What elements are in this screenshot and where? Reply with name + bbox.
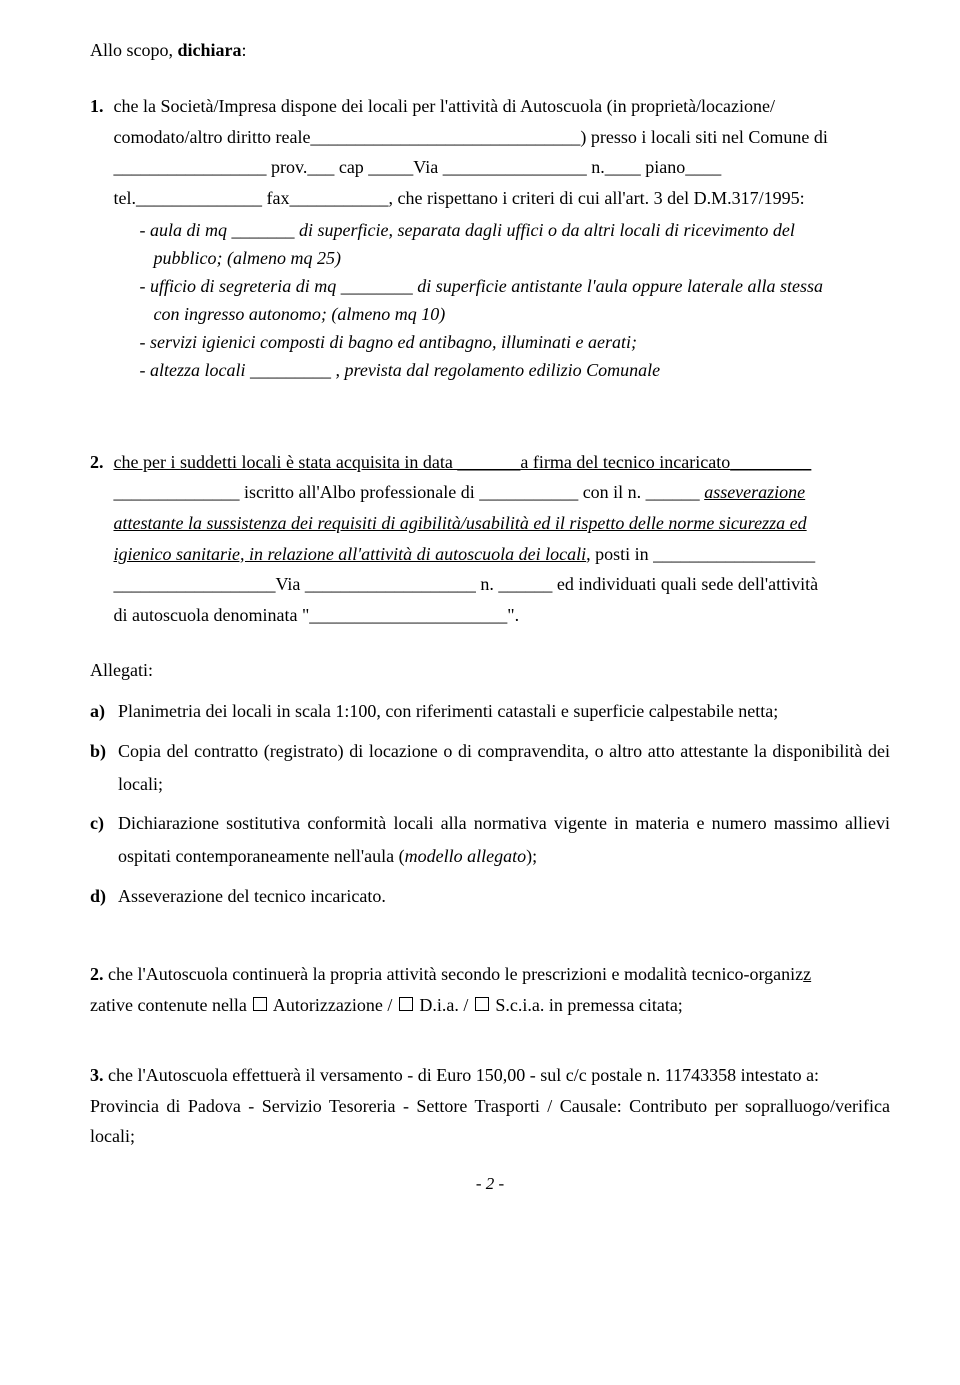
allegato-c-i: modello allegato xyxy=(405,846,526,866)
item-2: 2. che per i suddetti locali è stata acq… xyxy=(90,447,890,631)
checkbox-autorizzazione[interactable] xyxy=(253,997,267,1011)
item3-l1: che l'Autoscuola effettuerà il versament… xyxy=(108,1065,819,1085)
item1-line4: tel.______________ fax___________, che r… xyxy=(114,188,805,208)
item-2b-number: 2. xyxy=(90,964,104,984)
item2b-l1: che l'Autoscuola continuerà la propria a… xyxy=(108,964,803,984)
item1-line1: che la Società/Impresa dispone dei local… xyxy=(114,96,776,116)
allegato-b-label: b) xyxy=(90,735,118,802)
item2b-opt3: S.c.i.a. in premessa citata; xyxy=(491,995,683,1015)
item2b-l2a: zative contenute nella xyxy=(90,995,251,1015)
allegato-d-text: Asseverazione del tecnico incaricato. xyxy=(118,880,890,913)
crit-ufficio-b: con ingresso autonomo; (almeno mq 10) xyxy=(154,301,891,329)
crit-aula-b: pubblico; (almeno mq 25) xyxy=(154,245,891,273)
checkbox-scia[interactable] xyxy=(475,997,489,1011)
allegato-a-text: Planimetria dei locali in scala 1:100, c… xyxy=(118,695,890,728)
checkbox-dia[interactable] xyxy=(399,997,413,1011)
allegato-d-label: d) xyxy=(90,880,118,913)
document-page: Allo scopo, dichiara: 1. che la Società/… xyxy=(0,0,960,1385)
item2-l1b: a firma del tecnico incaricato xyxy=(520,452,730,472)
item2-l3: attestante la sussistenza dei requisiti … xyxy=(114,513,807,533)
intro-line: Allo scopo, dichiara: xyxy=(90,40,890,61)
item1-line3: _________________ prov.___ cap _____Via … xyxy=(114,157,722,177)
item2b-opt1: Autorizzazione / xyxy=(269,995,396,1015)
item1-line2: comodato/altro diritto reale____________… xyxy=(114,127,828,147)
item2-l4b: , posti in __________________ xyxy=(586,544,815,564)
crit-ufficio-a: - ufficio di segreteria di mq ________ d… xyxy=(140,273,891,301)
allegati-heading: Allegati: xyxy=(90,660,890,681)
item-1: 1. che la Società/Impresa dispone dei lo… xyxy=(90,91,890,385)
item1-criteria: - aula di mq _______ di superficie, sepa… xyxy=(140,217,891,384)
intro-prefix: Allo scopo, xyxy=(90,40,178,60)
page-number: - 2 - xyxy=(90,1174,890,1194)
allegato-a: a) Planimetria dei locali in scala 1:100… xyxy=(90,695,890,728)
item2-l2a: ______________ iscritto all'Albo profess… xyxy=(114,482,705,502)
allegati-list: a) Planimetria dei locali in scala 1:100… xyxy=(90,695,890,913)
item-3-number: 3. xyxy=(90,1065,104,1085)
item2-asseverazione: asseverazione xyxy=(704,482,805,502)
item-3: 3. che l'Autoscuola effettuerà il versam… xyxy=(90,1060,890,1152)
allegato-b: b) Copia del contratto (registrato) di l… xyxy=(90,735,890,802)
item-2-number: 2. xyxy=(90,447,104,631)
crit-aula-a: - aula di mq _______ di superficie, sepa… xyxy=(140,217,891,245)
crit-altezza: - altezza locali _________ , prevista da… xyxy=(140,357,891,385)
item2-l4: igienico sanitarie, in relazione all'att… xyxy=(114,544,587,564)
item2b-opt2: D.i.a. / xyxy=(415,995,473,1015)
item2-l1a: che per i suddetti locali è stata acquis… xyxy=(114,452,521,472)
intro-bold: dichiara xyxy=(178,40,242,60)
item-2b: 2. che l'Autoscuola continuerà la propri… xyxy=(90,959,890,1020)
allegato-b-text: Copia del contratto (registrato) di loca… xyxy=(118,735,890,802)
item3-l2: Provincia di Padova - Servizio Tesoreria… xyxy=(90,1096,890,1147)
allegato-c: c) Dichiarazione sostitutiva conformità … xyxy=(90,807,890,874)
item2-l5: __________________Via __________________… xyxy=(114,574,819,594)
allegato-c-b: ); xyxy=(526,846,537,866)
item2-l6: di autoscuola denominata "______________… xyxy=(114,605,520,625)
allegato-c-text: Dichiarazione sostitutiva conformità loc… xyxy=(118,807,890,874)
item-1-body: che la Società/Impresa dispone dei local… xyxy=(114,91,891,385)
allegato-c-label: c) xyxy=(90,807,118,874)
intro-suffix: : xyxy=(242,40,247,60)
allegato-d: d) Asseverazione del tecnico incaricato. xyxy=(90,880,890,913)
allegato-a-label: a) xyxy=(90,695,118,728)
item-1-number: 1. xyxy=(90,91,104,385)
item-2-body: che per i suddetti locali è stata acquis… xyxy=(114,447,891,631)
crit-servizi: - servizi igienici composti di bagno ed … xyxy=(140,329,891,357)
